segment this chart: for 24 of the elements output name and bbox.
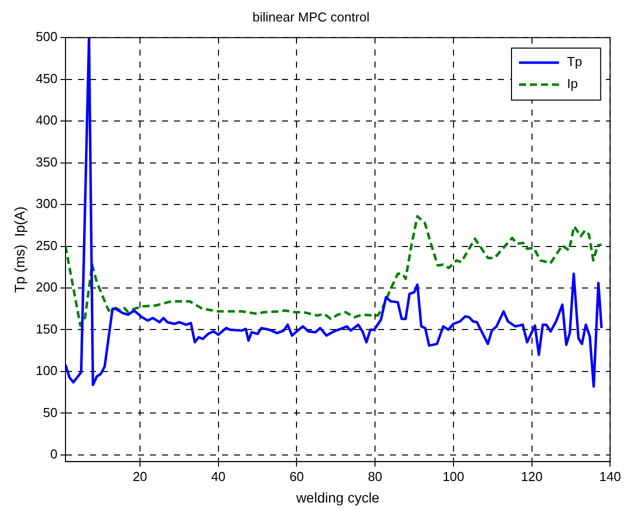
legend-label: Tp — [566, 54, 582, 70]
y-tick-label: 450 — [36, 70, 58, 86]
chart-title: bilinear MPC control — [252, 9, 370, 24]
y-tick-label: 250 — [36, 238, 58, 253]
y-tick-label: 300 — [36, 196, 58, 212]
y-tick-label: 0 — [50, 446, 58, 462]
x-tick-label: 60 — [289, 468, 304, 484]
legend-label: Ip — [566, 76, 578, 92]
y-tick-label: 100 — [36, 363, 58, 378]
x-tick-label: 100 — [442, 468, 464, 484]
x-tick-label: 20 — [132, 468, 148, 484]
x-axis-title: welding cycle — [295, 489, 380, 506]
x-tick-label: 80 — [368, 468, 382, 484]
y-tick-label: 400 — [36, 112, 58, 128]
y-tick-label: 200 — [36, 280, 58, 295]
y-tick-label: 500 — [36, 29, 58, 44]
x-tick-label: 120 — [520, 468, 543, 484]
line-series — [65, 214, 603, 327]
x-tick-label: 40 — [211, 468, 226, 484]
y-axis-title: Tp (ms) Ip(A) — [11, 206, 28, 293]
y-tick-label: 350 — [36, 154, 58, 170]
x-tick-label: 140 — [599, 468, 622, 484]
y-tick-label: 150 — [36, 321, 58, 336]
y-tick-label: 50 — [43, 404, 58, 420]
